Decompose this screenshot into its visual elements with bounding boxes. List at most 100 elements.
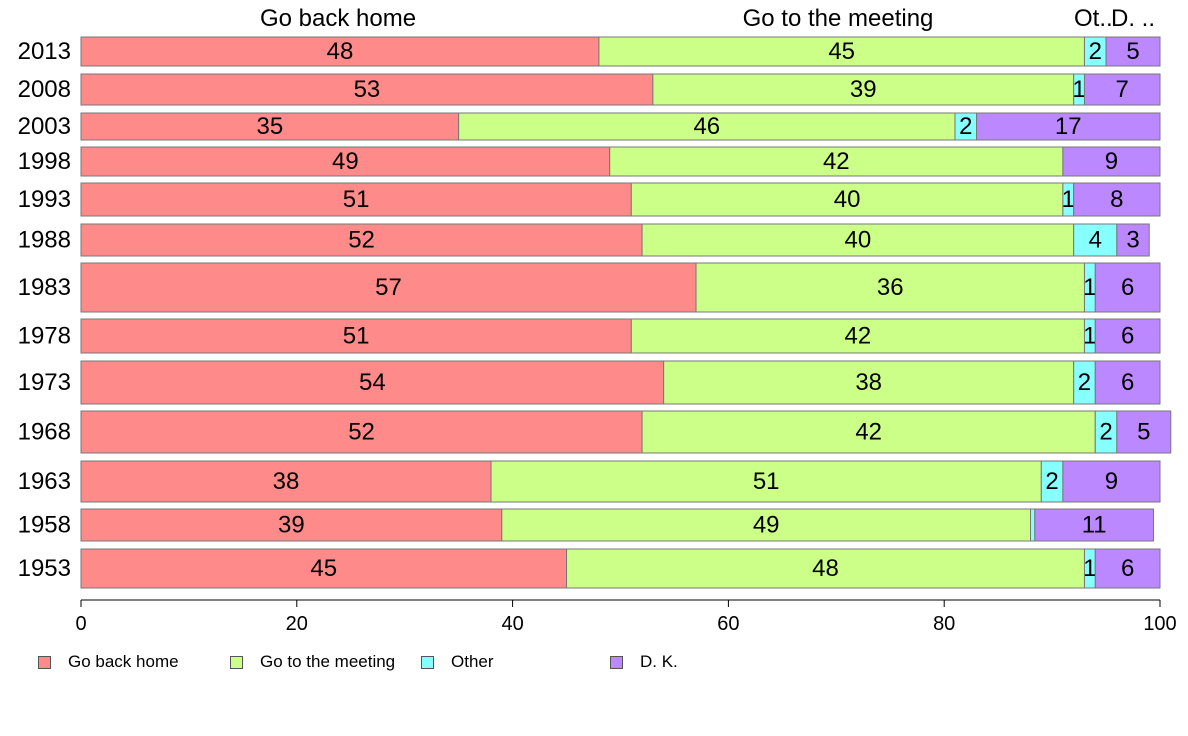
year-label: 2003 xyxy=(18,113,71,140)
data-label: 39 xyxy=(278,512,305,539)
data-label: 8 xyxy=(1110,186,1123,213)
data-label: 48 xyxy=(327,38,354,65)
legend-item-other: Other xyxy=(421,652,494,672)
bar-segment xyxy=(1062,460,1161,503)
legend-swatch xyxy=(610,655,623,669)
x-tick-label: 40 xyxy=(501,613,523,635)
data-label: 2 xyxy=(1089,38,1102,65)
bar-segment xyxy=(80,410,643,454)
year-label: 1958 xyxy=(18,512,71,539)
data-label: 3 xyxy=(1126,227,1139,254)
data-label: 1 xyxy=(1062,186,1075,213)
data-label: 6 xyxy=(1121,369,1134,396)
bar-segment xyxy=(695,262,1085,313)
bar-segment xyxy=(1030,508,1036,542)
bar-segment xyxy=(976,112,1161,141)
year-label: 1983 xyxy=(18,274,71,301)
bar-segment xyxy=(80,508,503,542)
data-label: 51 xyxy=(753,468,780,495)
column-header: Go back home xyxy=(260,5,416,32)
x-axis: 0 20 40 60 80 100 xyxy=(75,599,1177,635)
legend-label: Other xyxy=(451,652,494,671)
bar-segment xyxy=(663,360,1075,405)
y-axis-labels: 2013 2008 2003 1998 1993 1988 1983 1978 1973 1968… xyxy=(18,38,71,582)
bar-segment xyxy=(1073,223,1118,257)
x-tick-label: 100 xyxy=(1143,613,1176,635)
data-label: 42 xyxy=(845,323,872,350)
bar-segment xyxy=(641,410,1096,454)
data-label: 9 xyxy=(1105,148,1118,175)
data-label: 51 xyxy=(343,186,370,213)
bar-segment xyxy=(490,460,1042,503)
data-label: 51 xyxy=(343,323,370,350)
x-tick-label: 60 xyxy=(717,613,739,635)
bar-segment xyxy=(1073,182,1161,217)
bar-segment xyxy=(609,146,1064,177)
bar-segment xyxy=(1094,360,1161,405)
data-label: 9 xyxy=(1105,468,1118,495)
column-header: D. .. xyxy=(1111,5,1155,32)
bar-segment xyxy=(1094,318,1161,354)
bar-segment xyxy=(80,182,632,217)
bar-segment xyxy=(1062,146,1161,177)
bar-segment xyxy=(80,360,665,405)
legend-item-go-back-home: Go back home xyxy=(38,652,179,672)
bar-segment xyxy=(458,112,956,141)
data-label: 1 xyxy=(1083,274,1096,301)
column-headers: Go back home Go to the meeting Ot..D. .. xyxy=(260,5,1155,32)
data-label: 45 xyxy=(828,38,855,65)
bar-segment xyxy=(80,318,632,354)
data-label: 39 xyxy=(850,76,877,103)
legend: Go back home Go to the meeting Other D. … xyxy=(38,652,738,676)
bar-segment xyxy=(80,73,654,106)
data-label: 45 xyxy=(310,555,337,582)
data-label: 5 xyxy=(1137,419,1150,446)
data-label: 49 xyxy=(332,148,359,175)
bar-segment xyxy=(598,36,1085,67)
bar-segment xyxy=(80,548,568,589)
year-label: 2013 xyxy=(18,38,71,65)
bar-segment xyxy=(1094,262,1161,313)
legend-label: Go to the meeting xyxy=(260,652,396,671)
data-label: 53 xyxy=(354,76,381,103)
x-tick-label: 80 xyxy=(933,613,955,635)
data-label: 1 xyxy=(1072,76,1085,103)
legend-swatch xyxy=(421,655,434,669)
legend-item-dk: D. K. xyxy=(610,652,678,672)
year-label: 1998 xyxy=(18,148,71,175)
data-label: 54 xyxy=(359,369,386,396)
data-label: 1 xyxy=(1083,323,1096,350)
data-label: 57 xyxy=(375,274,402,301)
data-label: 6 xyxy=(1121,274,1134,301)
bar-segment xyxy=(80,223,643,257)
column-header: Go to the meeting xyxy=(743,5,934,32)
data-label: 36 xyxy=(877,274,904,301)
bar-segment xyxy=(80,36,600,67)
data-label: 46 xyxy=(693,113,720,140)
bar-segment xyxy=(1116,223,1150,257)
data-label: 38 xyxy=(855,369,882,396)
data-label: 11 xyxy=(1082,512,1107,539)
year-label: 1978 xyxy=(18,323,71,350)
year-label: 2008 xyxy=(18,76,71,103)
data-label: 49 xyxy=(753,512,780,539)
x-tick-label: 0 xyxy=(75,613,86,635)
data-label: 1 xyxy=(1083,555,1096,582)
bar-segment xyxy=(630,182,1064,217)
bar-segment xyxy=(1083,73,1161,106)
bar-segment xyxy=(1116,410,1172,454)
data-label: 6 xyxy=(1121,555,1134,582)
year-label: 1968 xyxy=(18,419,71,446)
data-label: 42 xyxy=(855,419,882,446)
legend-item-go-to-the-meeting: Go to the meeting xyxy=(230,652,395,672)
data-label: 40 xyxy=(834,186,861,213)
data-label: 38 xyxy=(273,468,300,495)
legend-swatch xyxy=(230,655,243,669)
data-label: 7 xyxy=(1116,76,1129,103)
column-header: Ot.. xyxy=(1074,5,1113,32)
data-label: 35 xyxy=(256,113,283,140)
data-label: 48 xyxy=(812,555,839,582)
year-label: 1953 xyxy=(18,555,71,582)
